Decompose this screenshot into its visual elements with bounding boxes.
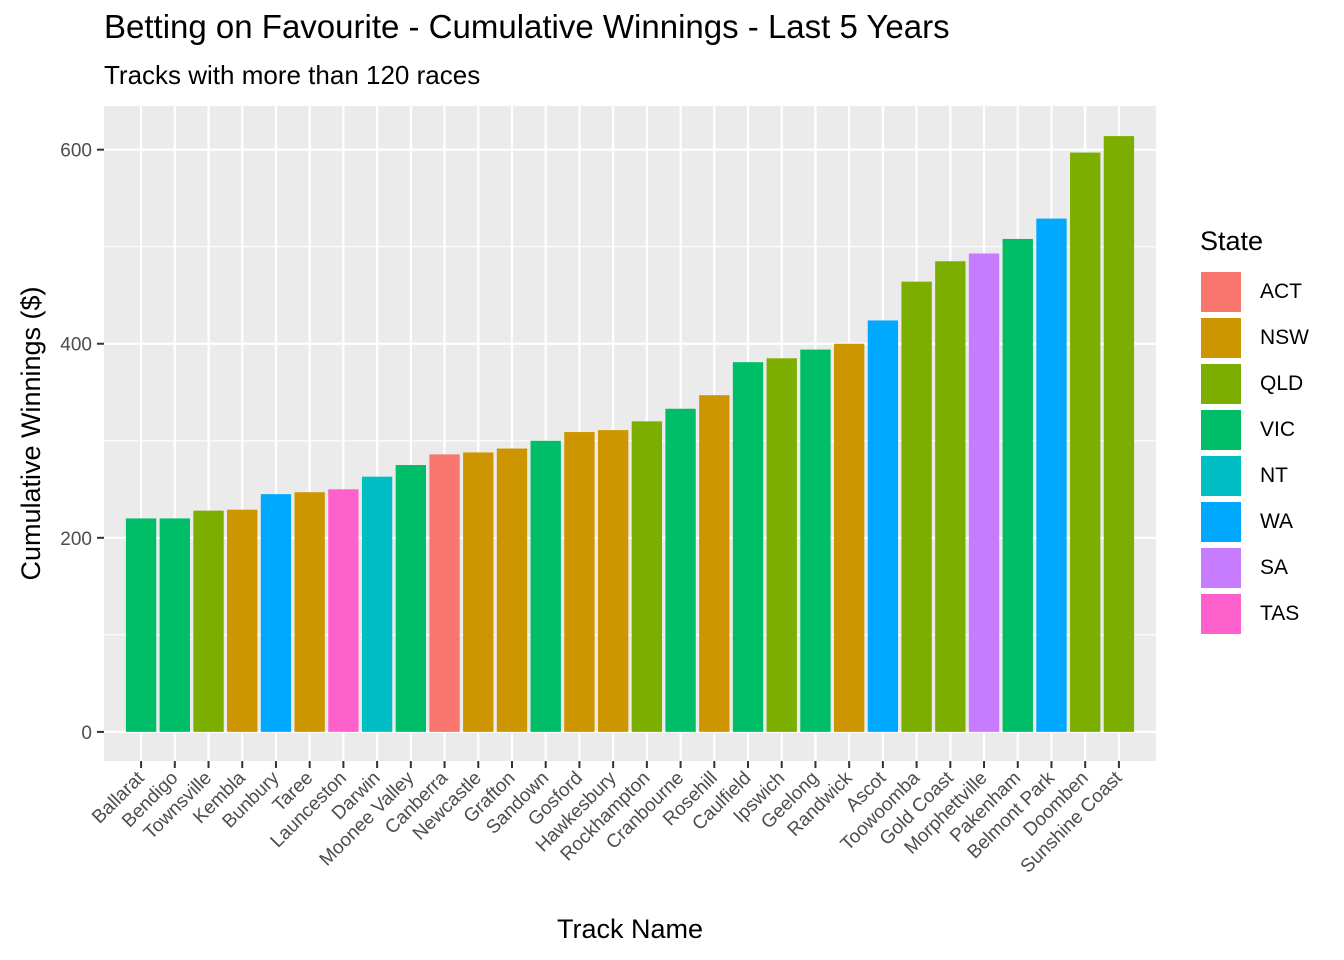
y-tick-label: 600 [60,141,92,162]
bar-ballarat [125,518,157,732]
chart-subtitle: Tracks with more than 120 races [104,60,481,90]
legend-title: State [1200,226,1264,256]
bar-rockhampton [631,421,663,732]
legend-key [1200,455,1242,497]
legend-label: QLD [1260,372,1304,395]
bar-taree [294,492,325,732]
bar-morphettville [968,253,1000,732]
bar-rosehill [699,395,730,732]
chart-title: Betting on Favourite - Cumulative Winnin… [104,8,950,45]
bar-newcastle [463,452,494,732]
legend-item-qld: QLD [1200,361,1309,407]
legend-key [1200,363,1242,405]
bar-ipswich [766,358,797,732]
y-tick-label: 400 [60,335,92,356]
bar-hawkesbury [597,430,629,732]
legend-label: NSW [1260,326,1309,349]
bar-sandown [530,440,561,732]
bar-geelong [800,349,831,732]
bar-bunbury [260,494,292,732]
legend-label: NT [1260,464,1288,487]
legend-label: ACT [1260,280,1302,303]
legend: State ACT NSW QLD VIC NT WA SA TAS [1200,226,1309,637]
bar-ascot [867,320,899,732]
y-tick-label: 0 [81,723,92,744]
bar-belmont-park [1036,218,1067,732]
legend-item-act: ACT [1200,269,1309,315]
legend-key [1200,271,1242,313]
legend-item-tas: TAS [1200,591,1309,637]
y-tick-label: 200 [60,529,92,550]
legend-label: VIC [1260,418,1296,441]
legend-label: SA [1260,556,1289,579]
bar-doomben [1070,152,1101,732]
bar-toowoomba [901,281,932,732]
bar-cranbourne [665,408,696,732]
bar-gosford [564,432,595,732]
bar-sunshine-coast [1103,136,1135,732]
legend-label: WA [1260,510,1294,533]
legend-key [1200,501,1242,543]
bar-kembla [227,509,258,732]
bar-grafton [496,448,528,732]
legend-label: TAS [1260,602,1300,625]
bar-canberra [429,454,460,732]
bar-townsville [193,510,224,732]
bar-gold-coast [935,261,966,732]
legend-item-sa: SA [1200,545,1309,591]
legend-key [1200,593,1242,635]
bar-randwick [833,343,865,732]
legend-item-nsw: NSW [1200,315,1309,361]
bar-launceston [328,489,359,732]
bar-moonee-valley [395,465,427,732]
bar-darwin [361,476,393,732]
legend-item-nt: NT [1200,453,1309,499]
bar-caulfield [732,362,764,732]
x-axis-title: Track Name [557,914,703,944]
y-axis-title: Cumulative Winnings ($) [16,286,46,580]
legend-key [1200,547,1242,589]
legend-key [1200,317,1242,359]
bar-pakenham [1002,238,1033,732]
legend-item-vic: VIC [1200,407,1309,453]
legend-items: ACT NSW QLD VIC NT WA SA TAS [1200,269,1309,637]
bar-bendigo [159,518,190,732]
legend-item-wa: WA [1200,499,1309,545]
legend-key [1200,409,1242,451]
